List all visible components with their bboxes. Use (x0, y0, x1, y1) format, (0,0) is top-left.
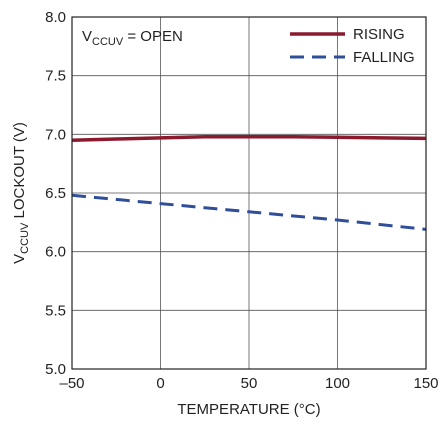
y-tick-label: 8.0 (45, 9, 66, 26)
y-tick-label: 6.0 (45, 244, 66, 261)
annotation-prefix: V (82, 28, 92, 45)
grid (72, 17, 426, 369)
x-tick-label: 150 (413, 375, 438, 392)
plot-frame (71, 16, 427, 370)
y-tick-label: 6.5 (45, 185, 66, 202)
x-tick-label: 100 (325, 375, 350, 392)
y-axis-label-subscript: CCUV (19, 222, 31, 254)
legend-label-falling: FALLING (353, 49, 415, 66)
series-layer (71, 134, 427, 231)
x-tick-labels: –50 0 50 100 150 (59, 375, 438, 392)
series-line-falling (71, 193, 427, 231)
x-tick-label: –50 (59, 375, 84, 392)
y-tick-label: 7.0 (45, 126, 66, 143)
x-tick-label: 50 (241, 375, 258, 392)
y-tick-label: 5.0 (45, 361, 66, 378)
annotation-suffix: = OPEN (123, 28, 183, 45)
y-axis-label-prefix: V (11, 254, 28, 264)
legend: RISING FALLING (290, 26, 415, 66)
y-tick-labels: 5.0 5.5 6.0 6.5 7.0 7.5 8.0 (45, 9, 66, 378)
legend-label-rising: RISING (353, 26, 405, 43)
y-tick-label: 7.5 (45, 68, 66, 85)
y-axis-label-suffix: LOCKOUT (V) (11, 122, 28, 223)
x-tick-label: 0 (156, 375, 164, 392)
series-line-rising (71, 134, 427, 142)
condition-annotation: VCCUV = OPEN (82, 28, 183, 48)
annotation-subscript: CCUV (92, 36, 124, 48)
y-tick-label: 5.5 (45, 302, 66, 319)
x-axis-label: TEMPERATURE (°C) (177, 401, 320, 418)
y-axis-label: VCCUV LOCKOUT (V) (11, 122, 31, 264)
